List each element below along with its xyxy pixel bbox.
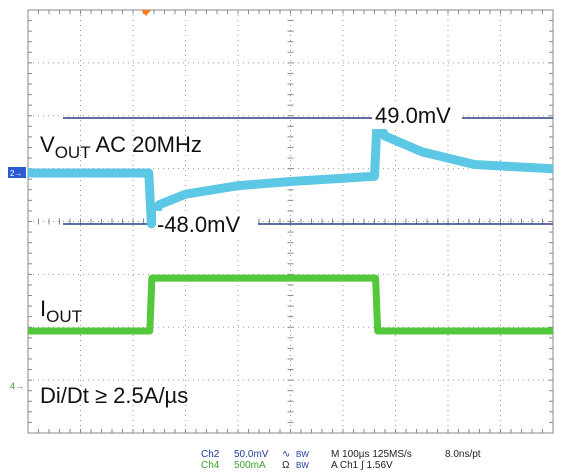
ch2-coupling-icon: ∿ bbox=[282, 449, 291, 460]
ch2-bw-limit: BW bbox=[296, 450, 309, 459]
vout-trace-label: VOUT AC 20MHz bbox=[40, 132, 202, 162]
ch4-coupling-icon: Ω bbox=[282, 460, 290, 471]
iout-trace-label: IOUT bbox=[40, 296, 82, 326]
grid bbox=[27, 9, 554, 434]
lower-marker-label: -48.0mV bbox=[157, 212, 240, 237]
trigger-position-marker bbox=[141, 10, 151, 16]
timebase-readout: M 100µs 125MS/s bbox=[331, 449, 412, 460]
ch4-ground-marker: 4→ bbox=[10, 381, 24, 391]
ch2-readout-name: Ch2 bbox=[201, 449, 220, 460]
trace-ch2 bbox=[28, 116, 554, 229]
slew-rate-label: Di/Dt ≥ 2.5A/µs bbox=[40, 383, 188, 408]
ch4-readout-scale: 500mA bbox=[234, 460, 266, 471]
ch2-ground-marker: 2→ bbox=[8, 167, 26, 178]
ch4-bw-limit: BW bbox=[296, 461, 309, 470]
upper-marker-label: 49.0mV bbox=[375, 103, 451, 128]
svg-text:2→: 2→ bbox=[10, 169, 22, 178]
trace-ch4 bbox=[28, 274, 553, 335]
svg-text:4→: 4→ bbox=[10, 381, 24, 391]
resolution-readout: 8.0ns/pt bbox=[445, 449, 481, 460]
trigger-readout: A Ch1 ∫ 1.56V bbox=[331, 460, 393, 471]
ch4-readout-name: Ch4 bbox=[201, 460, 220, 471]
ch2-readout-scale: 50.0mV bbox=[234, 449, 269, 460]
